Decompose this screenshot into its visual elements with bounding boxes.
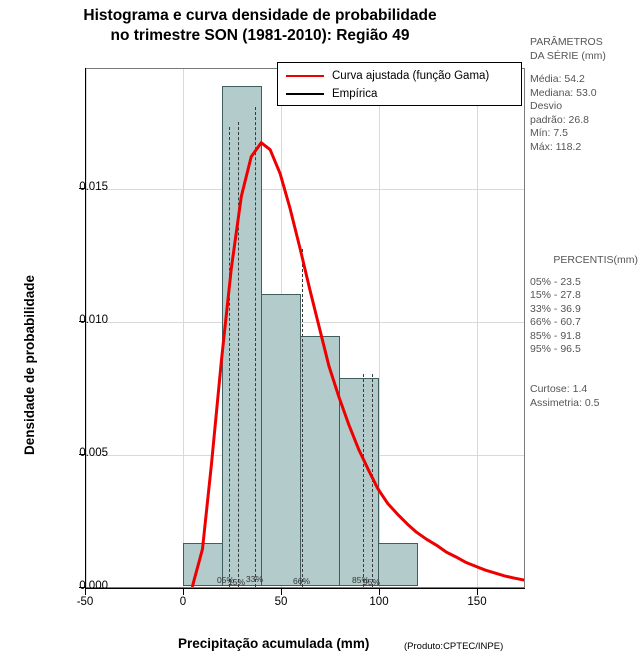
percentile-marker-33 bbox=[255, 107, 256, 587]
stat-skewness: Assimetria: 0.5 bbox=[530, 396, 600, 409]
gridline-x-1 bbox=[183, 69, 184, 587]
percentile-label-85: 85% bbox=[352, 575, 370, 585]
percentile-row-66: 66% - 60.7 bbox=[530, 316, 581, 328]
stats-panel-header-1: PARÂMETROS bbox=[530, 36, 603, 48]
percentile-row-85: 85% - 91.8 bbox=[530, 329, 581, 342]
x-tickmark bbox=[183, 589, 184, 595]
plot-area: 05% 15% 33% 66% 85% 95% bbox=[85, 68, 525, 588]
gridline-x-0 bbox=[86, 69, 87, 587]
legend-line-icon bbox=[286, 93, 324, 95]
legend-label-fitted: Curva ajustada (função Gama) bbox=[332, 70, 490, 82]
y-tick-label: 0.000 bbox=[79, 580, 108, 592]
legend-line-icon bbox=[286, 75, 324, 77]
title-line-1: Histograma e curva densidade de probabil… bbox=[83, 7, 437, 24]
x-tickmark bbox=[477, 589, 478, 595]
x-tickmark bbox=[85, 589, 86, 595]
y-tick-label: 0.015 bbox=[79, 181, 108, 193]
x-tickmark bbox=[379, 589, 380, 595]
stat-min: Mín: 7.5 bbox=[530, 127, 568, 139]
y-tick-label: 0.005 bbox=[79, 447, 108, 459]
legend-label-empirical: Empírica bbox=[332, 88, 378, 100]
percentile-label-05: 05% bbox=[217, 575, 235, 585]
page-title: Histograma e curva densidade de probabil… bbox=[0, 6, 520, 46]
percentile-row-05: 05% - 23.5 bbox=[530, 275, 581, 288]
gridline-y-3 bbox=[86, 189, 524, 190]
stat-median: Mediana: 53.0 bbox=[530, 86, 597, 99]
percentile-row-95: 95% - 96.5 bbox=[530, 343, 581, 355]
stat-stddev-label: Desvio bbox=[530, 100, 563, 112]
percentile-row-15: 15% - 27.8 bbox=[530, 289, 581, 301]
stat-mean: Média: 54.2 bbox=[530, 73, 585, 85]
y-axis-line bbox=[85, 68, 86, 588]
stat-stddev-value: padrão: 26.8 bbox=[530, 113, 589, 126]
stat-kurtosis: Curtose: 1.4 bbox=[530, 383, 588, 395]
percentile-marker-05 bbox=[229, 127, 230, 587]
percentile-marker-85 bbox=[363, 374, 364, 587]
percentile-row-33: 33% - 36.9 bbox=[530, 302, 581, 315]
y-tick-label: 0.010 bbox=[79, 314, 108, 326]
stat-max: Máx: 118.2 bbox=[530, 140, 582, 153]
shape-stats-panel: Curtose: 1.4 Assimetria: 0.5 bbox=[530, 383, 640, 410]
y-tickmark bbox=[79, 321, 85, 322]
gridline-y-2 bbox=[86, 322, 524, 323]
percentile-label-15: 15% bbox=[228, 577, 246, 587]
x-tick-label: 100 bbox=[369, 596, 389, 608]
percentile-marker-15 bbox=[238, 122, 239, 587]
percentiles-panel: PERCENTIS(mm) 05% - 23.5 15% - 27.8 33% … bbox=[530, 254, 640, 357]
y-tickmark bbox=[79, 454, 85, 455]
title-line-2: no trimestre SON (1981-2010): Região 49 bbox=[110, 27, 410, 44]
percentile-label-66: 66% bbox=[293, 576, 311, 586]
gridline-x-4 bbox=[477, 69, 478, 587]
legend-item-empirical: Empírica bbox=[286, 86, 377, 102]
fitted-gamma-curve bbox=[191, 141, 524, 587]
x-tick-label: 50 bbox=[274, 596, 288, 608]
x-tick-label: 0 bbox=[179, 596, 187, 608]
stats-panel: PARÂMETROS DA SÉRIE (mm) Média: 54.2 Med… bbox=[530, 36, 640, 154]
y-tickmark bbox=[79, 188, 85, 189]
chart-legend: Curva ajustada (função Gama) Empírica bbox=[277, 62, 522, 106]
credit-text: (Produto:CPTEC/INPE) bbox=[404, 641, 504, 652]
y-axis-label: Densidade de probabilidade bbox=[22, 274, 37, 455]
percentiles-header: PERCENTIS(mm) bbox=[553, 254, 638, 266]
stats-panel-header-2: DA SÉRIE (mm) bbox=[530, 49, 606, 62]
y-tickmark bbox=[79, 587, 85, 588]
percentile-label-95: 95% bbox=[363, 577, 381, 587]
x-tick-label: 150 bbox=[467, 596, 487, 608]
gridline-x-3 bbox=[379, 69, 380, 587]
x-tickmark bbox=[281, 589, 282, 595]
x-tick-label: -50 bbox=[76, 596, 94, 608]
x-axis-line bbox=[85, 588, 525, 589]
legend-item-fitted: Curva ajustada (função Gama) bbox=[286, 68, 489, 84]
percentile-marker-66 bbox=[302, 249, 303, 587]
percentile-label-33: 33% bbox=[246, 574, 264, 584]
histogram-bar bbox=[378, 543, 418, 586]
x-axis-label: Precipitação acumulada (mm) bbox=[178, 636, 370, 651]
